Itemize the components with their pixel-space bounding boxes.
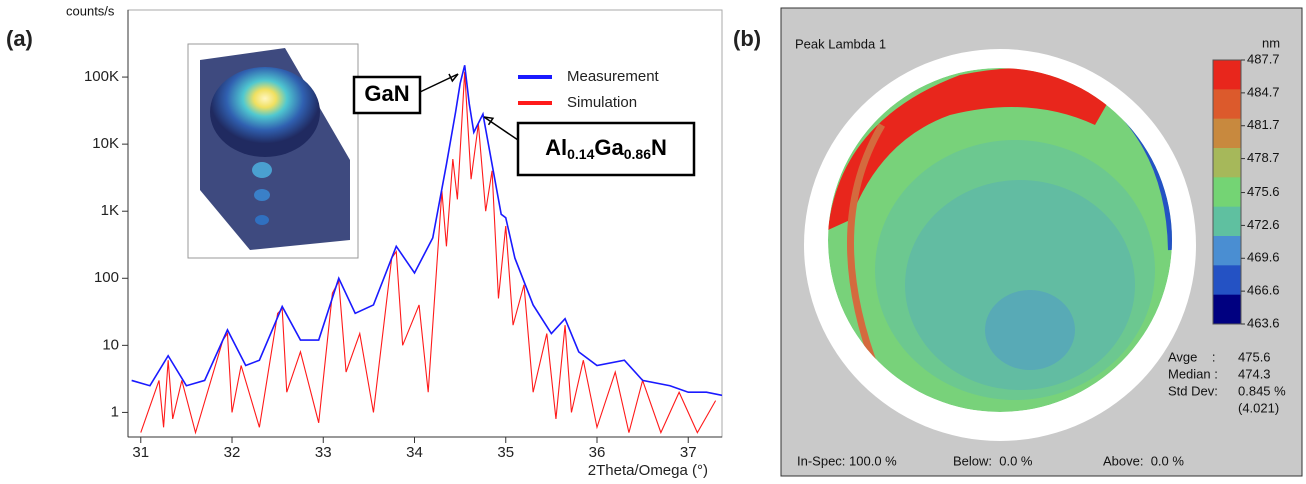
colorbar-tick-label: 481.7 [1247, 117, 1280, 132]
annotation: Al0.14Ga0.86N [545, 135, 667, 162]
colorbar-frame [1212, 59, 1242, 325]
stat-label: Std Dev: [1168, 383, 1218, 398]
colorbar-segment [1213, 206, 1241, 237]
footer-stat: Above: 0.0 % [1103, 453, 1184, 468]
x-tick-label: 37 [680, 444, 697, 461]
x-tick-label: 32 [224, 444, 241, 461]
annotation-arrow [483, 116, 519, 141]
colorbar-segment [1213, 265, 1241, 296]
stat-label: Median : [1168, 366, 1218, 381]
panel-label: (a) [6, 26, 33, 51]
annotation-arrowhead [483, 116, 495, 126]
annotation-part: 0.86 [624, 146, 651, 162]
colorbar-segment [1213, 118, 1241, 149]
annotation: GaN [364, 81, 409, 106]
colorbar-tick-label: 466.6 [1247, 283, 1280, 298]
panel-label: (b) [733, 26, 761, 51]
stat-value: 0.845 % [1238, 383, 1286, 398]
x-tick-label: 34 [406, 444, 423, 461]
y-tick-label: 10 [102, 336, 119, 353]
annotation-arrow [419, 73, 459, 93]
inset-map [187, 43, 359, 259]
x-tick-label: 33 [315, 444, 332, 461]
colorbar-segment [1213, 236, 1241, 266]
y-tick-label: 1K [101, 202, 119, 219]
x-tick-label: 31 [132, 444, 149, 461]
annotation-box [516, 121, 696, 177]
y-axis-label: counts/s [66, 3, 115, 18]
colorbar-segment [1213, 294, 1241, 325]
annotation-part: GaN [364, 81, 409, 106]
colorbar-segment [1213, 89, 1241, 120]
y-tick-label: 10K [92, 135, 119, 152]
x-tick-label: 35 [497, 444, 514, 461]
annotation-arrowhead [448, 73, 459, 83]
y-tick-label: 100K [84, 68, 119, 85]
stat-value: 474.3 [1238, 366, 1271, 381]
colorbar-tick-label: 469.6 [1247, 250, 1280, 265]
legend-label: Simulation [567, 94, 637, 111]
annotation-part: 0.14 [567, 146, 594, 162]
footer-stat: In-Spec: 100.0 % [797, 453, 897, 468]
colorbar-tick-label: 475.6 [1247, 184, 1280, 199]
x-tick-label: 36 [589, 444, 606, 461]
annotation-part: Ga [594, 135, 624, 160]
colorbar-segment [1213, 148, 1241, 178]
x-axis-label: 2Theta/Omega (°) [588, 462, 708, 479]
colorbar-unit: nm [1262, 35, 1280, 50]
data-line [131, 65, 722, 397]
colorbar-segment [1213, 177, 1241, 208]
legend-label: Measurement [567, 68, 660, 85]
colorbar-tick-label: 472.6 [1247, 217, 1280, 232]
map-title: Peak Lambda 1 [795, 36, 886, 51]
colorbar-tick-label: 484.7 [1247, 84, 1280, 99]
stat-note: (4.021) [1238, 400, 1279, 415]
colorbar-tick-label: 478.7 [1247, 150, 1280, 165]
annotation-part: Al [545, 135, 567, 160]
annotation-box [352, 75, 422, 115]
plot-lines [131, 65, 722, 435]
annotation-part: N [651, 135, 667, 160]
y-tick-label: 1 [111, 403, 119, 420]
colorbar-tick-label: 487.7 [1247, 51, 1280, 66]
y-tick-label: 100 [94, 269, 119, 286]
colorbar-tick-label: 463.6 [1247, 315, 1280, 330]
wafer-map [828, 68, 1172, 412]
footer-stat: Below: 0.0 % [953, 453, 1033, 468]
colorbar-segment [1213, 60, 1241, 90]
stat-label: Avge : [1168, 349, 1215, 364]
data-line [140, 71, 717, 435]
stat-value: 475.6 [1238, 349, 1271, 364]
